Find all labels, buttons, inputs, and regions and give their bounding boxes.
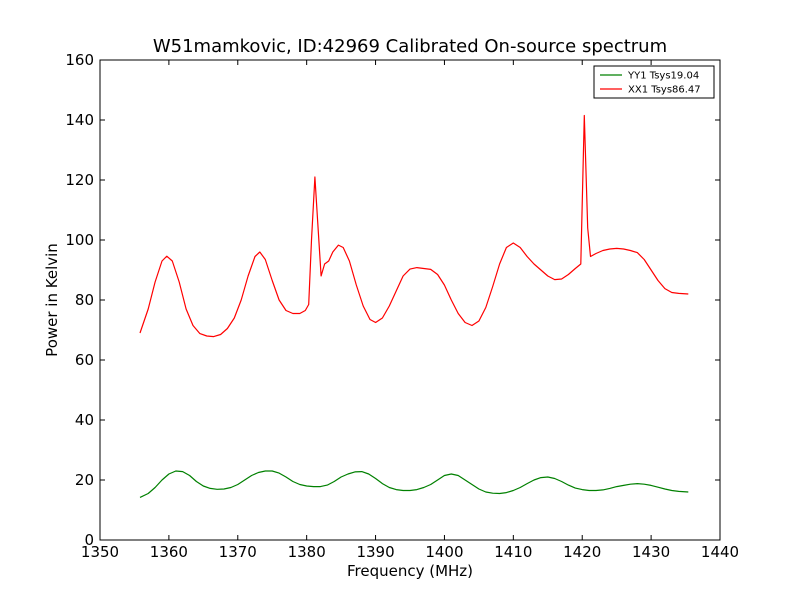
legend: YY1 Tsys19.04 XX1 Tsys86.47: [593, 65, 715, 99]
x-tick-label: 1400: [425, 543, 463, 561]
y-tick-label: 80: [75, 291, 94, 309]
legend-entry: YY1 Tsys19.04: [627, 71, 699, 82]
y-tick-label: 20: [75, 471, 94, 489]
legend-entry: XX1 Tsys86.47: [628, 85, 701, 96]
y-tick-label: 40: [75, 411, 94, 429]
x-tick-label: 1420: [563, 543, 601, 561]
y-tick-label: 160: [65, 51, 94, 69]
y-tick-label: 60: [75, 351, 94, 369]
y-axis-label: Power in Kelvin: [43, 243, 61, 357]
x-tick-label: 1410: [494, 543, 532, 561]
legend-box: [593, 65, 715, 99]
x-tick-label: 1350: [81, 543, 119, 561]
x-tick-label: 1390: [356, 543, 394, 561]
y-tick-label: 100: [65, 231, 94, 249]
x-axis-label: Frequency (MHz): [347, 562, 473, 580]
y-tick-label: 0: [84, 531, 94, 549]
x-axis: 1350 1360 1370 1380 1390 1400 1410 1420 1430 1440: [81, 60, 739, 561]
x-tick-label: 1430: [632, 543, 670, 561]
x-tick-label: 1380: [288, 543, 326, 561]
y-tick-label: 120: [65, 171, 94, 189]
x-tick-label: 1440: [701, 543, 739, 561]
y-axis: 0 20 40 60 80 100 120 140 160: [65, 51, 720, 549]
series-line-xx1: [139, 114, 689, 338]
y-tick-label: 140: [65, 111, 94, 129]
x-tick-label: 1360: [150, 543, 188, 561]
x-tick-label: 1370: [219, 543, 257, 561]
series-layer: [139, 114, 689, 498]
chart-title: W51mamkovic, ID:42969 Calibrated On-sour…: [153, 36, 667, 57]
series-line-yy1: [139, 470, 689, 498]
